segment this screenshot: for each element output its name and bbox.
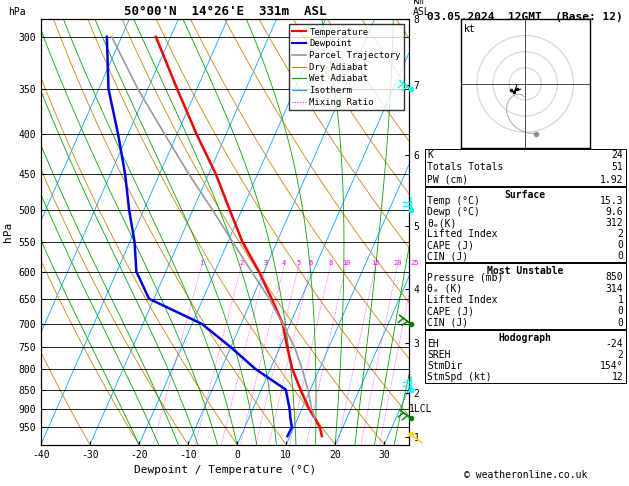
Text: kt: kt (464, 24, 476, 35)
Text: 2: 2 (239, 260, 243, 266)
Text: CIN (J): CIN (J) (427, 318, 468, 328)
Text: 3: 3 (264, 260, 268, 266)
Text: CAPE (J): CAPE (J) (427, 240, 474, 250)
Text: 20: 20 (393, 260, 401, 266)
Text: 15: 15 (371, 260, 380, 266)
Text: 6: 6 (309, 260, 313, 266)
Text: 314: 314 (606, 284, 623, 294)
Text: 850: 850 (606, 272, 623, 282)
Text: Lifted Index: Lifted Index (427, 295, 498, 305)
Text: StmSpd (kt): StmSpd (kt) (427, 372, 492, 382)
Text: EH: EH (427, 339, 439, 349)
Text: 1LCL: 1LCL (409, 404, 432, 414)
Text: 4: 4 (282, 260, 286, 266)
Text: Surface: Surface (504, 190, 546, 200)
Text: 2: 2 (618, 350, 623, 360)
Text: -24: -24 (606, 339, 623, 349)
Text: CIN (J): CIN (J) (427, 251, 468, 261)
Text: θₑ(K): θₑ(K) (427, 218, 457, 228)
Text: Most Unstable: Most Unstable (487, 266, 564, 277)
Text: StmDir: StmDir (427, 361, 462, 371)
Text: 15.3: 15.3 (600, 196, 623, 206)
Text: 51: 51 (611, 162, 623, 173)
Text: 24: 24 (611, 150, 623, 160)
Text: θₑ (K): θₑ (K) (427, 284, 462, 294)
Text: 312: 312 (606, 218, 623, 228)
Text: Pressure (mb): Pressure (mb) (427, 272, 503, 282)
Text: hPa: hPa (8, 7, 25, 17)
Text: Mixing Ratio (g/kg): Mixing Ratio (g/kg) (452, 197, 462, 309)
Title: 50°00'N  14°26'E  331m  ASL: 50°00'N 14°26'E 331m ASL (124, 5, 326, 18)
Text: km
ASL: km ASL (413, 0, 430, 17)
Text: Temp (°C): Temp (°C) (427, 196, 480, 206)
Text: Dewp (°C): Dewp (°C) (427, 207, 480, 217)
Text: K: K (427, 150, 433, 160)
Text: 0: 0 (618, 307, 623, 316)
X-axis label: Dewpoint / Temperature (°C): Dewpoint / Temperature (°C) (134, 465, 316, 475)
Text: 03.05.2024  12GMT  (Base: 12): 03.05.2024 12GMT (Base: 12) (427, 12, 623, 22)
Text: 1.92: 1.92 (600, 174, 623, 185)
Text: CAPE (J): CAPE (J) (427, 307, 474, 316)
Text: © weatheronline.co.uk: © weatheronline.co.uk (464, 470, 587, 480)
Text: Totals Totals: Totals Totals (427, 162, 503, 173)
Text: 1: 1 (618, 295, 623, 305)
Text: 2: 2 (618, 229, 623, 239)
Text: 8: 8 (328, 260, 333, 266)
Text: 154°: 154° (600, 361, 623, 371)
Text: 1: 1 (199, 260, 204, 266)
Legend: Temperature, Dewpoint, Parcel Trajectory, Dry Adiabat, Wet Adiabat, Isotherm, Mi: Temperature, Dewpoint, Parcel Trajectory… (289, 24, 404, 110)
Text: 0: 0 (618, 240, 623, 250)
Text: 5: 5 (296, 260, 301, 266)
Text: Hodograph: Hodograph (499, 333, 552, 343)
Text: SREH: SREH (427, 350, 450, 360)
Text: 10: 10 (342, 260, 350, 266)
Text: 25: 25 (411, 260, 419, 266)
Text: 9.6: 9.6 (606, 207, 623, 217)
Text: 12: 12 (611, 372, 623, 382)
Text: 0: 0 (618, 251, 623, 261)
Text: Lifted Index: Lifted Index (427, 229, 498, 239)
Text: 0: 0 (618, 318, 623, 328)
Y-axis label: hPa: hPa (3, 222, 13, 242)
Text: PW (cm): PW (cm) (427, 174, 468, 185)
